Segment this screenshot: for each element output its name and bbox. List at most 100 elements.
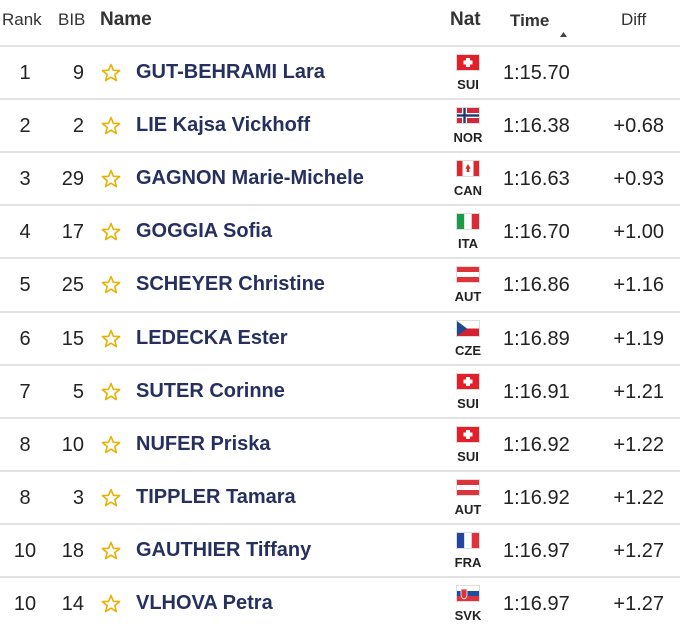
athlete-name[interactable]: GUT-BEHRAMI Lara [136,61,325,83]
nation-code: AUT [454,501,482,517]
athlete-name[interactable]: TIPPLER Tamara [136,485,296,508]
nation-code: CAN [453,183,483,199]
bib: 9 [72,62,84,84]
athlete-name[interactable]: NUFER Priska [136,432,271,455]
favorite-star[interactable] [101,275,121,295]
time: 1:16.97 [503,593,570,615]
flag [456,531,480,549]
sort-arrow [560,32,567,37]
diff: +1.16 [613,274,664,297]
diff: +1.00 [613,221,664,244]
bib: 2 [72,115,84,138]
time: 1:15.70 [503,62,570,84]
rank: 6 [19,327,31,350]
bib: 29 [61,168,84,191]
bib: 25 [61,274,84,297]
athlete-name[interactable]: SCHEYER Christine [136,273,325,296]
diff: +1.27 [613,593,664,615]
result-row: 6 15 LEDECKA Ester CZE 1:16.89 +1.19 [0,310,680,364]
diff: +1.19 [613,327,664,350]
result-row: 8 10 NUFER Priska SUI 1:16.92 +1.22 [0,416,680,470]
athlete-name[interactable]: GOGGIA Sofia [136,220,272,243]
bib: 3 [72,486,84,509]
athlete-name[interactable]: GAUTHIER Tiffany [136,538,312,561]
rank: 7 [19,380,31,403]
header-nat[interactable]: Nat [450,9,481,30]
favorite-star[interactable] [101,382,121,402]
diff: +1.27 [613,539,664,562]
rank: 1 [19,62,31,84]
rank: 8 [19,433,31,456]
result-row: 10 14 VLHOVA Petra SVK 1:16.97 +1.27 [0,576,680,629]
athlete-name[interactable]: VLHOVA Petra [136,592,273,614]
nation-code: ITA [458,236,478,252]
time: 1:16.86 [503,274,570,297]
time: 1:16.63 [503,168,570,191]
header-rank: Rank [2,10,42,29]
nation-code: SVK [454,608,482,623]
header-time[interactable]: Time [510,11,550,30]
diff: +0.93 [613,168,664,191]
result-row: 1 9 GUT-BEHRAMI Lara SUI 1:15.70 [0,45,680,98]
nation-code: CZE [455,342,481,358]
bib: 18 [61,539,84,562]
favorite-star[interactable] [101,329,121,349]
favorite-star[interactable] [101,169,121,189]
nation-code: SUI [457,77,479,92]
flag [456,160,480,178]
favorite-star[interactable] [101,541,121,561]
favorite-star[interactable] [101,594,121,614]
nation-code: NOR [453,130,483,146]
favorite-star[interactable] [101,488,121,508]
nation-code: AUT [454,289,482,305]
athlete-name[interactable]: LEDECKA Ester [136,326,288,349]
favorite-star[interactable] [101,63,121,83]
rank: 3 [19,168,31,191]
favorite-star[interactable] [101,222,121,242]
time: 1:16.92 [503,486,570,509]
time: 1:16.91 [503,380,570,403]
favorite-star[interactable] [101,116,121,136]
athlete-name[interactable]: GAGNON Marie-Michele [136,167,364,190]
bib: 15 [61,327,84,350]
bib: 17 [61,221,84,244]
rank: 10 [13,539,37,562]
rank: 8 [19,486,31,509]
time: 1:16.92 [503,433,570,456]
rank: 5 [19,274,31,297]
favorite-star[interactable] [101,435,121,455]
header-diff[interactable]: Diff [621,10,647,29]
bib: 5 [72,380,84,403]
flag [456,372,480,390]
result-row: 2 2 LIE Kajsa Vickhoff NOR 1:16.38 +0.68 [0,98,680,151]
nation-code: FRA [454,554,482,570]
flag [456,54,480,71]
header-bib: BIB [58,10,86,29]
result-row: 3 29 GAGNON Marie-Michele CAN 1:16.63 +0.93 [0,151,680,204]
bib: 10 [61,433,84,456]
time: 1:16.97 [503,539,570,562]
flag [456,425,480,443]
result-row: 7 5 SUTER Corinne SUI 1:16.91 +1.21 [0,363,680,417]
flag [456,107,480,125]
result-row: 4 17 GOGGIA Sofia ITA 1:16.70 +1.00 [0,204,680,257]
time: 1:16.38 [503,115,570,138]
diff: +1.22 [613,433,664,456]
header-name[interactable]: Name [100,9,152,30]
nation-code: SUI [457,395,479,411]
flag [456,266,480,284]
result-row: 10 18 GAUTHIER Tiffany FRA 1:16.97 +1.27 [0,522,680,576]
time: 1:16.89 [503,327,570,350]
flag [456,319,480,337]
flag [456,478,480,496]
athlete-name[interactable]: LIE Kajsa Vickhoff [136,114,311,137]
result-row: 5 25 SCHEYER Christine AUT 1:16.86 +1.16 [0,257,680,310]
time: 1:16.70 [503,221,570,244]
result-row: 8 3 TIPPLER Tamara AUT 1:16.92 +1.22 [0,469,680,523]
flag [456,213,480,231]
athlete-name[interactable]: SUTER Corinne [136,379,285,402]
flag [456,585,480,602]
diff: +1.22 [613,486,664,509]
diff: +1.21 [613,380,664,403]
